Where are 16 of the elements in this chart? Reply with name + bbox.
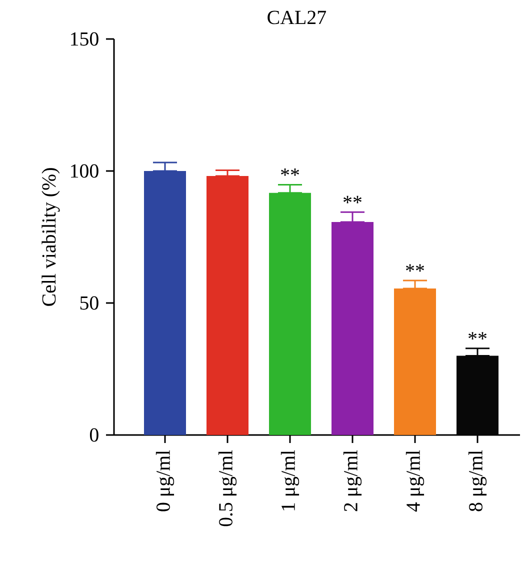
annotation: ** [468,332,487,340]
x-tick-label: 1 μg/ml [280,450,300,510]
y-tick-label: 50 [80,296,98,310]
x-tick-label: 2 μg/ml [343,450,362,512]
y-tick-label: 150 [71,32,98,46]
x-tick-label: 8 μg/ml [468,450,487,512]
y-axis-title: Cell viability (%) [42,168,60,306]
annotation: ** [406,264,424,272]
annotation: ** [344,196,362,204]
x-tick-label: 4 μg/ml [406,450,424,512]
y-tick-label: 100 [71,164,98,178]
x-tick-label: 0.5 μg/ml [218,450,237,526]
x-tick-label: 0 μg/ml [156,450,174,512]
chart-title: CAL27 [268,10,326,24]
annotation: ** [281,168,300,176]
y-tick-label: 0 [90,428,98,442]
